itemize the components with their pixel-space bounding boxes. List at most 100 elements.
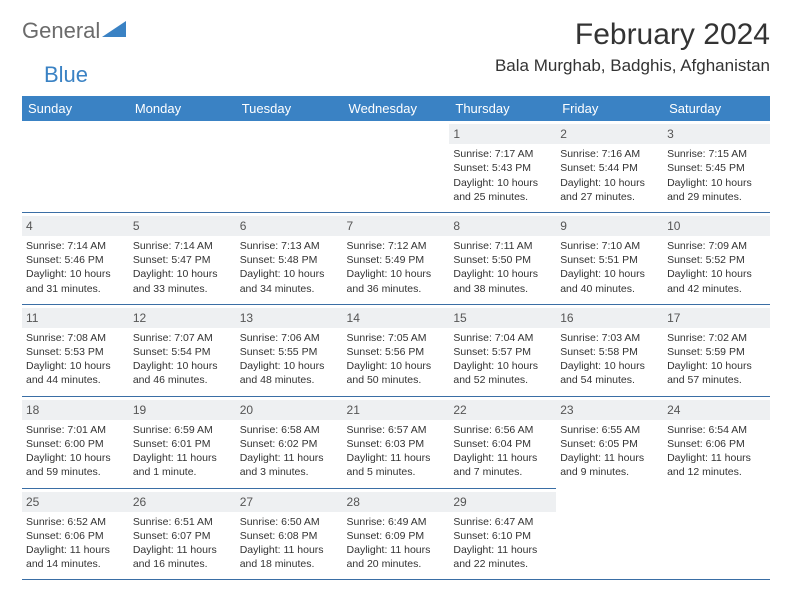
weekday-header: Monday [129, 96, 236, 121]
calendar-day-cell [343, 121, 450, 212]
calendar-day-cell: 6 Sunrise: 7:13 AMSunset: 5:48 PMDaylight… [236, 212, 343, 304]
calendar-day-cell: 7 Sunrise: 7:12 AMSunset: 5:49 PMDaylight… [343, 212, 450, 304]
logo-text-blue: Blue [44, 62, 88, 87]
day-details: Sunrise: 6:51 AMSunset: 6:07 PMDaylight:… [133, 515, 232, 572]
day-number: 2 [556, 124, 663, 144]
logo-text-general: General [22, 18, 100, 44]
day-details: Sunrise: 7:06 AMSunset: 5:55 PMDaylight:… [240, 331, 339, 388]
calendar-day-cell [236, 121, 343, 212]
day-number: 4 [22, 216, 129, 236]
day-number: 7 [343, 216, 450, 236]
day-number: 24 [663, 400, 770, 420]
day-details: Sunrise: 7:16 AMSunset: 5:44 PMDaylight:… [560, 147, 659, 204]
day-number: 17 [663, 308, 770, 328]
day-details: Sunrise: 6:58 AMSunset: 6:02 PMDaylight:… [240, 423, 339, 480]
day-details: Sunrise: 7:12 AMSunset: 5:49 PMDaylight:… [347, 239, 446, 296]
day-number: 23 [556, 400, 663, 420]
day-number: 13 [236, 308, 343, 328]
day-details: Sunrise: 6:57 AMSunset: 6:03 PMDaylight:… [347, 423, 446, 480]
calendar-day-cell: 10 Sunrise: 7:09 AMSunset: 5:52 PMDayligh… [663, 212, 770, 304]
calendar-header-row: SundayMondayTuesdayWednesdayThursdayFrid… [22, 96, 770, 121]
calendar-body: 1 Sunrise: 7:17 AMSunset: 5:43 PMDaylight… [22, 121, 770, 580]
calendar-week-row: 11Sunrise: 7:08 AMSunset: 5:53 PMDayligh… [22, 304, 770, 396]
day-details: Sunrise: 6:52 AMSunset: 6:06 PMDaylight:… [26, 515, 125, 572]
day-details: Sunrise: 7:09 AMSunset: 5:52 PMDaylight:… [667, 239, 766, 296]
calendar-day-cell: 15 Sunrise: 7:04 AMSunset: 5:57 PMDayligh… [449, 304, 556, 396]
calendar-week-row: 25 Sunrise: 6:52 AMSunset: 6:06 PMDayligh… [22, 488, 770, 580]
day-details: Sunrise: 7:03 AMSunset: 5:58 PMDaylight:… [560, 331, 659, 388]
day-details: Sunrise: 7:14 AMSunset: 5:47 PMDaylight:… [133, 239, 232, 296]
day-number: 19 [129, 400, 236, 420]
day-details: Sunrise: 7:02 AMSunset: 5:59 PMDaylight:… [667, 331, 766, 388]
day-number: 9 [556, 216, 663, 236]
day-number: 21 [343, 400, 450, 420]
day-details: Sunrise: 6:49 AMSunset: 6:09 PMDaylight:… [347, 515, 446, 572]
day-number: 27 [236, 492, 343, 512]
calendar-day-cell: 11Sunrise: 7:08 AMSunset: 5:53 PMDayligh… [22, 304, 129, 396]
calendar-day-cell: 13 Sunrise: 7:06 AMSunset: 5:55 PMDayligh… [236, 304, 343, 396]
logo-triangle-icon [102, 19, 128, 44]
calendar-day-cell: 19 Sunrise: 6:59 AMSunset: 6:01 PMDayligh… [129, 396, 236, 488]
day-number: 14 [343, 308, 450, 328]
day-number: 5 [129, 216, 236, 236]
day-number: 1 [449, 124, 556, 144]
calendar-day-cell [129, 121, 236, 212]
calendar-table: SundayMondayTuesdayWednesdayThursdayFrid… [22, 96, 770, 580]
calendar-day-cell: 17 Sunrise: 7:02 AMSunset: 5:59 PMDayligh… [663, 304, 770, 396]
logo: General [22, 18, 130, 44]
day-details: Sunrise: 6:59 AMSunset: 6:01 PMDaylight:… [133, 423, 232, 480]
day-details: Sunrise: 7:07 AMSunset: 5:54 PMDaylight:… [133, 331, 232, 388]
calendar-day-cell: 12 Sunrise: 7:07 AMSunset: 5:54 PMDayligh… [129, 304, 236, 396]
day-details: Sunrise: 6:47 AMSunset: 6:10 PMDaylight:… [453, 515, 552, 572]
day-details: Sunrise: 7:05 AMSunset: 5:56 PMDaylight:… [347, 331, 446, 388]
day-details: Sunrise: 6:56 AMSunset: 6:04 PMDaylight:… [453, 423, 552, 480]
calendar-week-row: 4 Sunrise: 7:14 AMSunset: 5:46 PMDaylight… [22, 212, 770, 304]
calendar-day-cell: 3Sunrise: 7:15 AMSunset: 5:45 PMDaylight… [663, 121, 770, 212]
day-details: Sunrise: 7:01 AMSunset: 6:00 PMDaylight:… [26, 423, 125, 480]
calendar-week-row: 18 Sunrise: 7:01 AMSunset: 6:00 PMDayligh… [22, 396, 770, 488]
calendar-day-cell: 23Sunrise: 6:55 AMSunset: 6:05 PMDayligh… [556, 396, 663, 488]
day-details: Sunrise: 7:14 AMSunset: 5:46 PMDaylight:… [26, 239, 125, 296]
weekday-header: Wednesday [343, 96, 450, 121]
calendar-day-cell: 22 Sunrise: 6:56 AMSunset: 6:04 PMDayligh… [449, 396, 556, 488]
day-number: 8 [449, 216, 556, 236]
day-number: 10 [663, 216, 770, 236]
day-number: 12 [129, 308, 236, 328]
calendar-day-cell: 24 Sunrise: 6:54 AMSunset: 6:06 PMDayligh… [663, 396, 770, 488]
day-number: 28 [343, 492, 450, 512]
calendar-day-cell: 27 Sunrise: 6:50 AMSunset: 6:08 PMDayligh… [236, 488, 343, 580]
weekday-header: Saturday [663, 96, 770, 121]
calendar-day-cell: 26 Sunrise: 6:51 AMSunset: 6:07 PMDayligh… [129, 488, 236, 580]
day-details: Sunrise: 7:04 AMSunset: 5:57 PMDaylight:… [453, 331, 552, 388]
day-details: Sunrise: 7:13 AMSunset: 5:48 PMDaylight:… [240, 239, 339, 296]
day-details: Sunrise: 6:54 AMSunset: 6:06 PMDaylight:… [667, 423, 766, 480]
weekday-header: Friday [556, 96, 663, 121]
calendar-day-cell: 25 Sunrise: 6:52 AMSunset: 6:06 PMDayligh… [22, 488, 129, 580]
calendar-day-cell: 9Sunrise: 7:10 AMSunset: 5:51 PMDaylight… [556, 212, 663, 304]
day-number: 26 [129, 492, 236, 512]
calendar-day-cell: 8 Sunrise: 7:11 AMSunset: 5:50 PMDaylight… [449, 212, 556, 304]
day-number: 6 [236, 216, 343, 236]
day-number: 22 [449, 400, 556, 420]
day-number: 3 [663, 124, 770, 144]
month-title: February 2024 [495, 18, 770, 52]
calendar-day-cell: 1 Sunrise: 7:17 AMSunset: 5:43 PMDaylight… [449, 121, 556, 212]
weekday-header: Tuesday [236, 96, 343, 121]
day-details: Sunrise: 6:50 AMSunset: 6:08 PMDaylight:… [240, 515, 339, 572]
calendar-day-cell: 28 Sunrise: 6:49 AMSunset: 6:09 PMDayligh… [343, 488, 450, 580]
day-details: Sunrise: 7:08 AMSunset: 5:53 PMDaylight:… [26, 331, 125, 388]
day-number: 16 [556, 308, 663, 328]
calendar-week-row: 1 Sunrise: 7:17 AMSunset: 5:43 PMDaylight… [22, 121, 770, 212]
day-details: Sunrise: 7:17 AMSunset: 5:43 PMDaylight:… [453, 147, 552, 204]
day-number: 15 [449, 308, 556, 328]
calendar-day-cell: 16 Sunrise: 7:03 AMSunset: 5:58 PMDayligh… [556, 304, 663, 396]
calendar-day-cell: 18 Sunrise: 7:01 AMSunset: 6:00 PMDayligh… [22, 396, 129, 488]
calendar-day-cell: 2 Sunrise: 7:16 AMSunset: 5:44 PMDaylight… [556, 121, 663, 212]
calendar-day-cell: 29 Sunrise: 6:47 AMSunset: 6:10 PMDayligh… [449, 488, 556, 580]
day-details: Sunrise: 7:11 AMSunset: 5:50 PMDaylight:… [453, 239, 552, 296]
day-number: 18 [22, 400, 129, 420]
day-number: 25 [22, 492, 129, 512]
day-number: 29 [449, 492, 556, 512]
calendar-day-cell: 21 Sunrise: 6:57 AMSunset: 6:03 PMDayligh… [343, 396, 450, 488]
weekday-header: Sunday [22, 96, 129, 121]
